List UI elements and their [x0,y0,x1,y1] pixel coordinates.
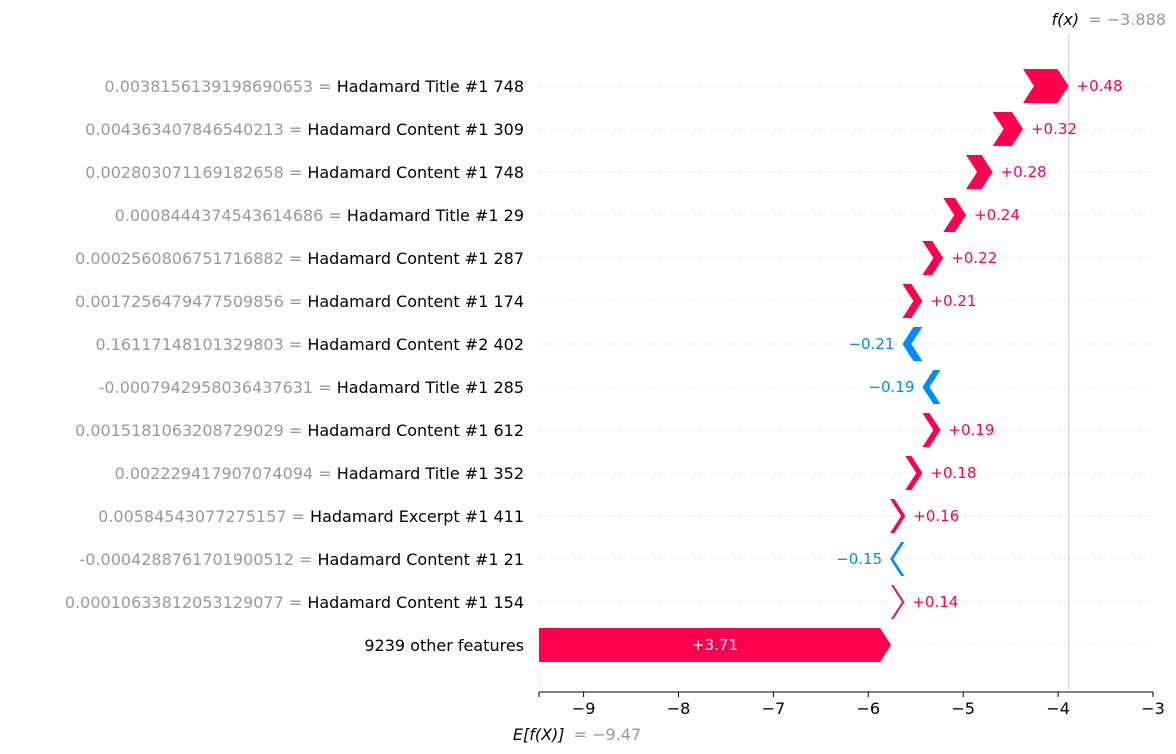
feature-value: 0.00584543077275157 = [98,507,310,526]
output-value-text: = −3.888 [1088,10,1166,29]
feature-value: 0.0017256479477509856 = [75,292,307,311]
feature-name: Hadamard Content #1 21 [318,550,524,569]
feature-name: 9239 other features [364,636,524,655]
feature-label: 0.004363407846540213 = Hadamard Content … [85,120,524,139]
other-features-label: 9239 other features [364,636,524,655]
x-tick-label: −5 [951,699,975,718]
feature-label: -0.0004288761701900512 = Hadamard Conten… [79,550,524,569]
contribution-label: +0.21 [930,292,976,310]
feature-label: 0.0017256479477509856 = Hadamard Content… [75,292,524,311]
feature-name: Hadamard Excerpt #1 411 [310,507,524,526]
x-tick-label: −9 [572,699,596,718]
feature-labels: +0.48 0.0038156139198690653 = Hadamard Ti… [65,77,1123,655]
feature-bar [1022,69,1069,103]
base-label-text: E[f(X)] [513,725,565,744]
feature-name: Hadamard Content #1 309 [307,120,524,139]
feature-bar [943,198,967,232]
contribution-label: +0.48 [1077,77,1123,95]
feature-name: Hadamard Content #1 287 [307,249,524,268]
other-contribution-label: +3.71 [692,636,738,654]
feature-value: 0.004363407846540213 = [85,120,307,139]
feature-label: 0.0038156139198690653 = Hadamard Title #… [104,77,524,96]
feature-label: 0.002803071169182658 = Hadamard Content … [85,163,524,182]
x-tick-label: −3 [1141,699,1165,718]
feature-value: 0.00010633812053129077 = [65,593,307,612]
x-tick-label: −8 [667,699,691,718]
feature-label: 0.16117148101329803 = Hadamard Content #… [95,335,524,354]
feature-value: 0.002229417907074094 = [115,464,337,483]
feature-label: -0.0007942958036437631 = Hadamard Title … [99,378,524,397]
feature-label: 0.0015181063208729029 = Hadamard Content… [75,421,524,440]
feature-bar [922,370,941,404]
feature-value: 0.0038156139198690653 = [104,77,336,96]
feature-name: Hadamard Content #1 612 [307,421,524,440]
contribution-label: +0.32 [1031,120,1077,138]
contribution-label: +0.14 [912,593,958,611]
feature-value: -0.0004288761701900512 = [79,550,317,569]
output-value-label: f(x) = −3.888 [1052,10,1166,29]
reference-lines [538,34,1070,690]
contribution-label: +0.28 [1001,163,1047,181]
feature-name: Hadamard Title #1 285 [337,378,524,397]
feature-label: 0.0002560806751716882 = Hadamard Content… [75,249,524,268]
feature-bar [902,284,923,318]
row-gridlines [539,85,1153,646]
contribution-label: +0.24 [974,206,1020,224]
feature-value: 0.0015181063208729029 = [75,421,307,440]
feature-label: 0.00010633812053129077 = Hadamard Conten… [65,593,524,612]
contribution-label: +0.22 [951,249,997,267]
output-label-text: f(x) [1052,10,1080,29]
feature-label: 0.002229417907074094 = Hadamard Title #1… [115,464,524,483]
feature-bar [922,413,941,447]
feature-value: 0.002803071169182658 = [85,163,307,182]
feature-bar [890,542,905,576]
contribution-label: +0.19 [948,421,994,439]
feature-name: Hadamard Content #1 154 [307,593,524,612]
feature-bar [992,112,1023,146]
feature-bar [922,241,944,275]
feature-bar [902,327,923,361]
contribution-label: −0.21 [848,335,894,353]
feature-name: Hadamard Title #1 29 [347,206,524,225]
feature-name: Hadamard Content #2 402 [307,335,524,354]
x-tick-label: −4 [1046,699,1070,718]
other-features-bar [539,628,892,662]
feature-value: 0.0002560806751716882 = [75,249,307,268]
feature-value: 0.16117148101329803 = [95,335,307,354]
contribution-label: −0.19 [868,378,914,396]
feature-value: 0.0008444374543614686 = [115,206,347,225]
base-value-label: E[f(X)] = −9.47 [513,725,641,744]
feature-bar [891,585,905,619]
base-value-text: = −9.47 [574,725,642,744]
feature-bar [966,155,993,189]
feature-value: -0.0007942958036437631 = [99,378,337,397]
feature-bar [905,456,923,490]
x-tick-label: −6 [857,699,881,718]
x-axis: −9 −8 −7 −6 −5 −4 −3 [538,691,1165,718]
feature-label: 0.00584543077275157 = Hadamard Excerpt #… [98,507,524,526]
feature-name: Hadamard Content #1 174 [307,292,524,311]
feature-name: Hadamard Title #1 748 [337,77,524,96]
x-tick-label: −7 [762,699,786,718]
contribution-label: +0.16 [913,507,959,525]
feature-bar [890,499,906,533]
contribution-label: −0.15 [836,550,882,568]
feature-label: 0.0008444374543614686 = Hadamard Title #… [115,206,524,225]
feature-name: Hadamard Title #1 352 [337,464,524,483]
contribution-label: +0.18 [930,464,976,482]
contribution-bars [539,69,1069,662]
feature-name: Hadamard Content #1 748 [307,163,524,182]
